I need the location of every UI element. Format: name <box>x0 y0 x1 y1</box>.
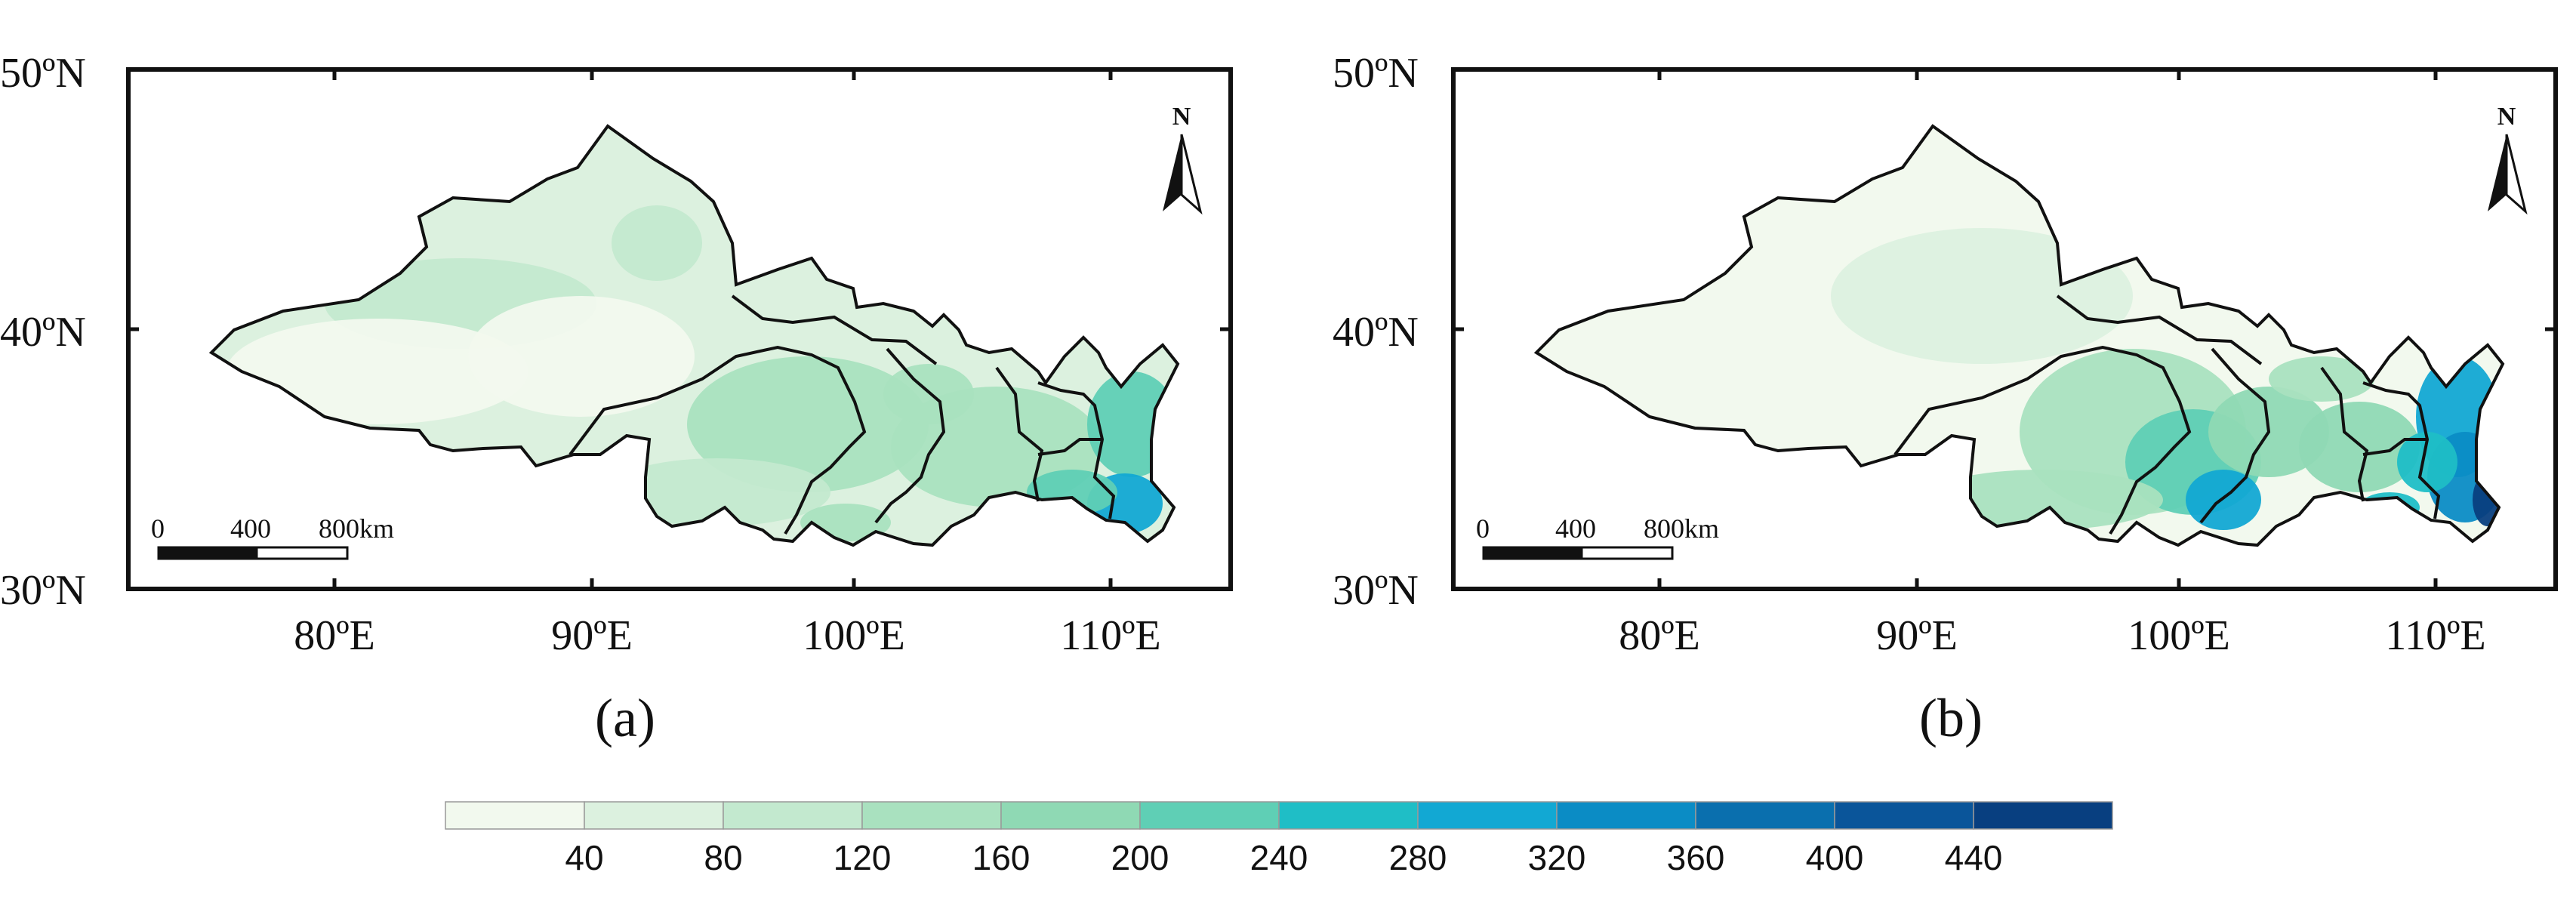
province-border <box>731 294 938 365</box>
province-border <box>569 345 867 535</box>
y-tick-label: 50ºN <box>0 50 86 97</box>
province-border <box>874 347 946 524</box>
colorbar-cell <box>1834 801 1974 830</box>
colorbar-cell <box>723 801 863 830</box>
colorbar-cells <box>445 801 2113 830</box>
colorbar-tick-label: 160 <box>972 838 1031 877</box>
scale-bar: 0 400 800km <box>1476 513 1719 560</box>
colorbar-tick-label: 80 <box>704 838 742 877</box>
x-tick-label: 80ºE <box>1619 612 1700 659</box>
scale-label: 800km <box>319 513 394 544</box>
scale-label: 400 <box>1555 513 1596 544</box>
x-tick-label: 90ºE <box>1876 612 1958 659</box>
map-panel-b: 50ºN 40ºN 30ºN 80ºE 90ºE 100ºE 110ºE N 0… <box>1333 50 2558 748</box>
y-tick-label: 30ºN <box>1333 567 1419 614</box>
x-tick-label: 110ºE <box>2385 612 2486 659</box>
colorbar-tick-label: 440 <box>1945 838 2003 877</box>
colorbar-cell <box>584 801 724 830</box>
colorbar-cell <box>1695 801 1835 830</box>
province-border <box>1893 345 2192 535</box>
colorbar-tick-label: 240 <box>1250 838 1308 877</box>
panel-label-b: (b) <box>1919 688 1983 748</box>
colorbar-tick-label: 400 <box>1806 838 1864 877</box>
north-arrow-label: N <box>1172 103 1191 131</box>
panel-label-a: (a) <box>595 688 655 748</box>
colorbar-tick-label: 120 <box>834 838 892 877</box>
x-tick-label: 80ºE <box>294 612 375 659</box>
axis-ticks-a <box>128 67 1231 591</box>
region-borders-a <box>208 124 1180 547</box>
x-tick-label: 110ºE <box>1060 612 1161 659</box>
y-tick-label: 40ºN <box>1333 309 1419 356</box>
region-outline <box>208 124 1180 547</box>
province-border <box>2362 381 2441 519</box>
colorbar-cell <box>1417 801 1558 830</box>
y-tick-label: 30ºN <box>0 567 86 614</box>
scale-bar: 0 400 800km <box>151 513 394 560</box>
north-arrow-icon: N <box>2488 103 2528 215</box>
province-border <box>2362 438 2427 456</box>
x-tick-label: 100ºE <box>803 612 905 659</box>
province-border <box>1037 438 1102 456</box>
colorbar-cell <box>445 801 585 830</box>
province-border <box>995 366 1044 502</box>
colorbar-tick-label: 320 <box>1528 838 1586 877</box>
scale-label: 0 <box>151 513 165 544</box>
province-border <box>2320 366 2369 502</box>
colorbar-labels: 40 80 120 160 200 240 280 320 360 400 44… <box>565 838 2002 877</box>
region-outline <box>1533 124 2505 547</box>
map-panel-a: 50ºN 40ºN 30ºN 80ºE 90ºE 100ºE 110ºE N 0… <box>0 50 1233 748</box>
colorbar: 40 80 120 160 200 240 280 320 360 400 44… <box>445 801 2113 877</box>
axis-ticks-b <box>1453 67 2556 591</box>
colorbar-cell <box>1000 801 1141 830</box>
data-fill-a <box>211 126 1178 545</box>
colorbar-tick-label: 360 <box>1667 838 1725 877</box>
colorbar-cell <box>1139 801 1280 830</box>
x-tick-label: 100ºE <box>2128 612 2230 659</box>
province-border <box>2056 294 2263 365</box>
x-tick-label: 90ºE <box>551 612 633 659</box>
scale-label: 800km <box>1644 513 1719 544</box>
north-arrow-label: N <box>2497 103 2516 131</box>
colorbar-cell <box>1973 801 2113 830</box>
scale-label: 400 <box>230 513 271 544</box>
colorbar-tick-label: 200 <box>1111 838 1169 877</box>
scale-label: 0 <box>1476 513 1490 544</box>
colorbar-tick-label: 280 <box>1389 838 1447 877</box>
province-border <box>1037 381 1116 519</box>
y-tick-label: 40ºN <box>0 309 86 356</box>
colorbar-cell <box>861 801 1002 830</box>
region-borders-b <box>1533 124 2505 547</box>
y-tick-label: 50ºN <box>1333 50 1419 97</box>
colorbar-cell <box>1556 801 1696 830</box>
colorbar-tick-label: 40 <box>565 838 603 877</box>
province-border <box>2199 347 2271 524</box>
colorbar-cell <box>1278 801 1419 830</box>
north-arrow-icon: N <box>1163 103 1203 215</box>
